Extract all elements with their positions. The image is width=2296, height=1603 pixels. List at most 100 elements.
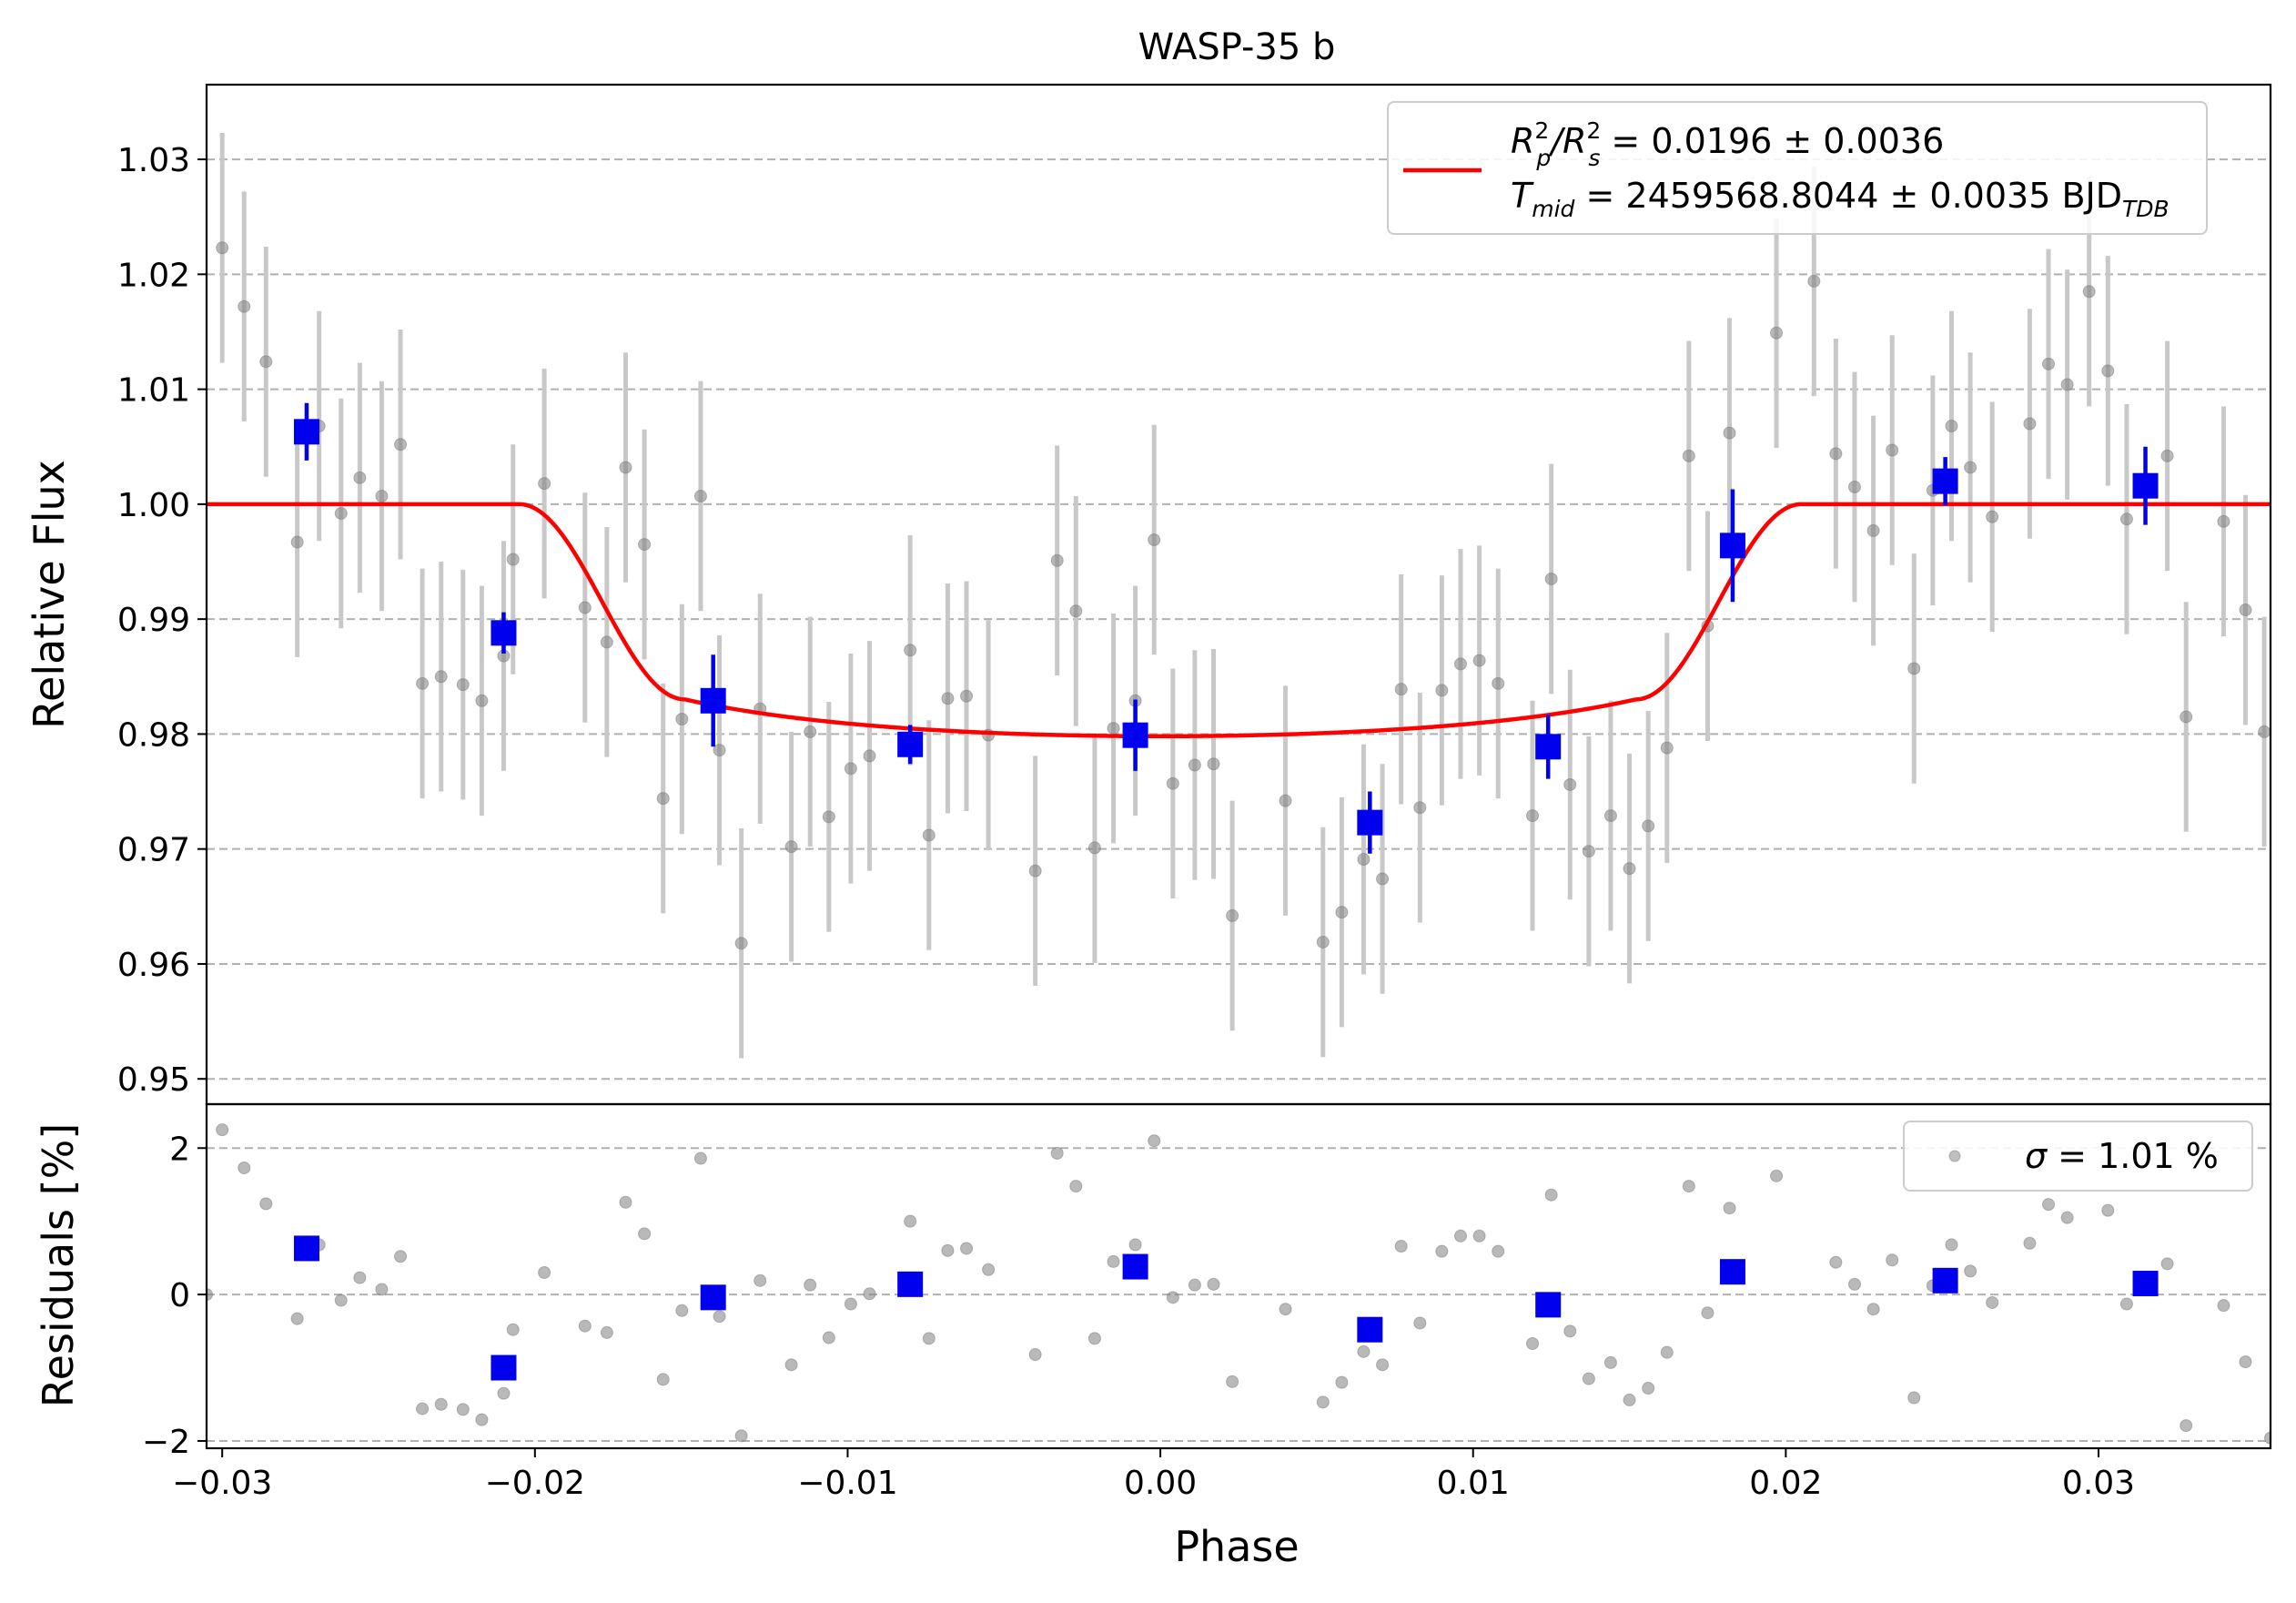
raw-point	[506, 553, 520, 566]
light-curve-panel: 0.95 0.96 0.97 0.98 0.99 1.00 1.01 1.02 1.03 R2 p…	[117, 83, 2272, 1106]
raw-point	[1107, 722, 1120, 736]
residual-raw-point	[1188, 1278, 1201, 1292]
residual-binned-point	[491, 1354, 517, 1381]
raw-point	[2042, 357, 2056, 370]
raw-point	[1807, 274, 1821, 288]
residual-raw-point	[375, 1283, 389, 1296]
main-y-tick-label: 0.95	[117, 1061, 190, 1099]
residual-raw-point	[475, 1413, 489, 1426]
raw-point	[1413, 801, 1427, 815]
main-gridlines	[207, 158, 2271, 1081]
binned-point	[1122, 722, 1148, 748]
binned-point	[700, 687, 726, 714]
raw-point	[1986, 510, 1999, 523]
residual-raw-point	[904, 1214, 917, 1228]
residual-raw-point	[1472, 1229, 1486, 1243]
raw-point	[1207, 757, 1220, 771]
raw-point	[259, 355, 273, 369]
residual-raw-point	[1335, 1375, 1349, 1389]
residual-raw-point	[2042, 1198, 2056, 1212]
raw-point	[1945, 420, 1958, 433]
binned-point	[1357, 809, 1383, 836]
raw-point	[1357, 853, 1371, 867]
raw-point	[1623, 862, 1636, 876]
residual-raw-point	[784, 1358, 798, 1372]
residual-raw-point	[982, 1263, 996, 1276]
residual-raw-point	[2239, 1355, 2252, 1369]
residual-raw-point	[1166, 1291, 1179, 1304]
raw-point	[1028, 864, 1042, 878]
residual-raw-point	[656, 1373, 670, 1386]
raw-point	[1907, 662, 1921, 675]
residual-raw-point	[1623, 1393, 1636, 1406]
residual-raw-point	[600, 1325, 613, 1339]
raw-point	[334, 506, 348, 520]
residual-raw-point	[578, 1319, 592, 1333]
raw-point	[1279, 794, 1292, 807]
raw-point	[1394, 683, 1408, 696]
residual-raw-point	[2119, 1297, 2133, 1311]
residual-binned-point	[1122, 1253, 1148, 1280]
residual-raw-point	[434, 1397, 448, 1411]
binned-point	[2132, 472, 2159, 499]
residual-raw-point	[1028, 1348, 1042, 1362]
residual-raw-point	[353, 1271, 367, 1284]
residual-raw-point	[619, 1195, 632, 1209]
residual-raw-point	[1526, 1336, 1540, 1350]
raw-point	[2239, 604, 2252, 617]
residual-raw-point	[2160, 1257, 2174, 1271]
raw-point	[1148, 533, 1161, 547]
x-tick-label: 0.01	[1437, 1465, 1510, 1502]
residual-raw-point	[416, 1402, 430, 1415]
raw-point	[1226, 908, 1239, 922]
residual-binned-point	[1357, 1316, 1383, 1343]
residual-raw-point	[1563, 1324, 1577, 1338]
x-tick-label: −0.03	[172, 1465, 272, 1502]
residual-raw-point	[713, 1310, 726, 1324]
residual-y-ticks: −2 0 2	[142, 1131, 207, 1461]
residual-raw-point	[2060, 1211, 2074, 1224]
main-legend: R2 p/R2 s = 0.0196 ± 0.0036 Tmid = 2459568…	[1387, 101, 2208, 235]
residual-raw-point	[1492, 1244, 1505, 1258]
raw-point	[1188, 758, 1201, 772]
residual-raw-points	[207, 1123, 2271, 1445]
x-tick-label: 0.02	[1749, 1465, 1822, 1502]
residual-raw-point	[506, 1323, 520, 1336]
residual-raw-point	[1087, 1332, 1101, 1345]
residual-raw-point	[1128, 1238, 1142, 1252]
residual-raw-point	[1413, 1316, 1427, 1330]
raw-point	[1316, 935, 1330, 949]
residual-raw-point	[216, 1123, 229, 1137]
residual-raw-point	[1148, 1134, 1161, 1148]
residual-raw-point	[675, 1304, 689, 1317]
residual-raw-point	[1453, 1229, 1467, 1243]
raw-point	[1660, 741, 1674, 755]
residual-raw-point	[2264, 1431, 2271, 1445]
x-axis-label: Phase	[1174, 1522, 1299, 1571]
residual-raw-point	[1964, 1264, 1977, 1278]
main-y-tick-label: 1.03	[117, 142, 190, 179]
residual-raw-point	[693, 1152, 707, 1165]
residual-y-tick-label: −2	[142, 1424, 190, 1461]
raw-point	[416, 676, 430, 690]
residual-binned-points	[293, 1235, 2159, 1381]
raw-point	[638, 538, 652, 552]
raw-point	[2160, 449, 2174, 462]
residual-binned-point	[1932, 1267, 1958, 1294]
legend-rp-rs-label: R2 p/R2 s = 0.0196 ± 0.0036	[1511, 117, 1944, 171]
raw-point	[1087, 841, 1101, 855]
binned-point	[897, 731, 924, 757]
legend-sigma-label: σ = 1.01 %	[2025, 1136, 2219, 1176]
raw-point	[1682, 449, 1695, 462]
residual-raw-point	[1107, 1254, 1120, 1268]
raw-point	[784, 840, 798, 854]
residual-raw-point	[456, 1403, 470, 1416]
raw-point	[1376, 872, 1390, 886]
binned-point	[1932, 468, 1958, 494]
raw-point	[2180, 710, 2193, 724]
raw-point	[1453, 657, 1467, 671]
raw-point	[1492, 676, 1505, 690]
binned-point	[293, 419, 319, 445]
raw-point	[693, 490, 707, 503]
residual-raw-point	[2023, 1236, 2037, 1250]
